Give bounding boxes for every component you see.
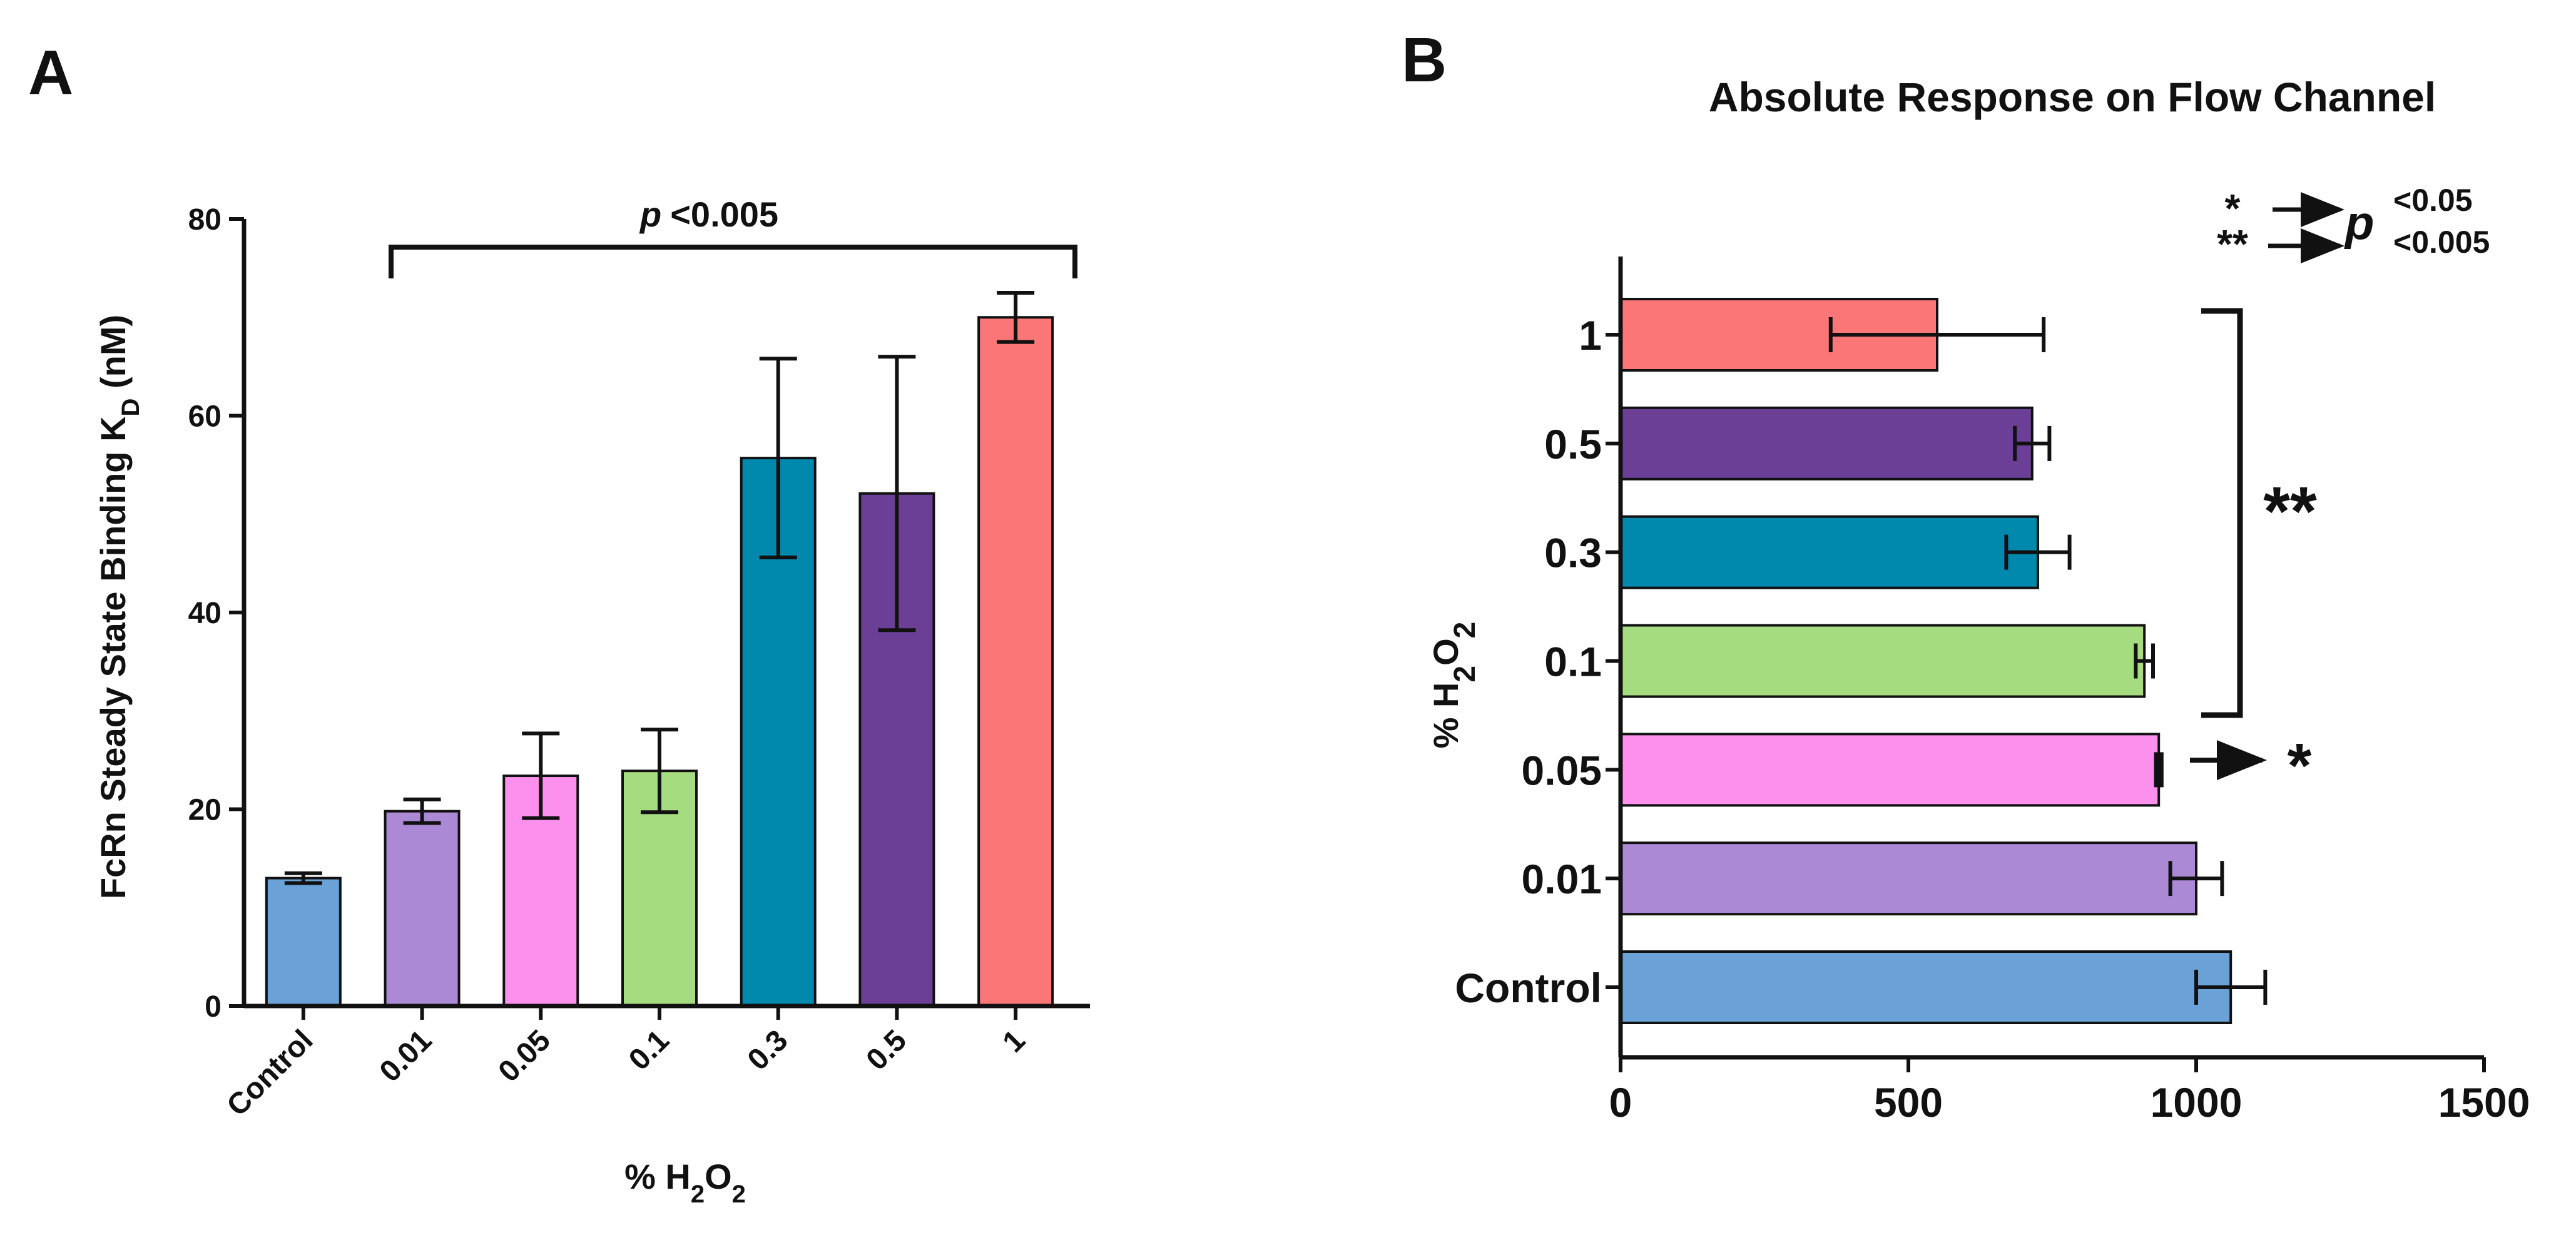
panel-b-significance-legend: * ** p <0.05 <0.005 [2217,183,2490,267]
panel-a-p-value: p <0.005 [639,195,778,234]
legend-p-symbol: p [2344,196,2374,250]
panel-a-bar-0.01 [384,810,461,1008]
panel-b-error-0.05 [2154,752,2164,788]
panel-a: A FcRn Steady State Binding KD (nM) % H2… [28,38,1090,1208]
panel-b-x-tick-label: 1000 [2151,1079,2243,1126]
panel-b: B Absolute Response on Flow Channel % H2… [1402,25,2530,1126]
panel-a-error-Control [284,871,322,885]
panel-b-x-tick-label: 500 [1874,1079,1943,1126]
panel-a-bars [265,316,1054,1008]
panel-a-y-tick-label: 0 [205,990,221,1024]
panel-a-x-tick-label: 0.01 [374,1024,439,1089]
panel-b-x-tick-label: 1500 [2438,1079,2530,1126]
panel-b-bars [1619,298,2232,1024]
panel-b-y-axis-title: % H2O2 [1426,622,1482,749]
panel-a-x-tick-label: 0.5 [860,1024,914,1077]
panel-a-significance-bracket: p <0.005 [389,195,1077,278]
panel-b-category-label: 1 [1579,312,1602,358]
legend-p-005: <0.05 [2393,183,2473,218]
panel-a-error-bars [284,290,1035,885]
panel-b-title: Absolute Response on Flow Channel [1709,74,2436,120]
panel-b-bar-0.3 [1619,515,2039,589]
panel-b-error-0.1 [2134,643,2155,679]
panel-b-error-0.01 [2168,861,2224,897]
panel-b-bar-Control [1619,950,2232,1024]
panel-a-bar-0.5 [858,492,935,1007]
panel-a-error-0.1 [641,728,678,815]
panel-a-x-tick-label: 0.1 [623,1024,676,1077]
panel-a-x-tick-label: 1 [997,1024,1032,1059]
panel-b-axes [1606,257,2486,1072]
panel-b-error-bars [1828,317,2268,1005]
panel-b-error-1 [1828,317,2046,352]
panel-a-bar-1 [977,316,1054,1007]
panel-b-category-label: 0.5 [1544,421,1602,467]
panel-b-error-Control [2194,970,2268,1005]
panel-a-error-0.01 [403,797,441,825]
panel-b-tick-labels: 1 0.5 0.3 0.1 0.05 0.01 Control 0 500 1000 1500 [1455,312,2530,1126]
panel-a-error-0.5 [878,355,916,633]
panel-b-category-label: 0.01 [1522,856,1602,902]
panel-a-x-tick-label: 0.3 [741,1024,795,1077]
panel-b-double-star: ** [2263,473,2317,550]
panel-b-category-label: 0.3 [1544,530,1602,576]
panel-b-x-tick-label: 0 [1609,1079,1632,1126]
panel-b-single-star: * [2288,731,2312,801]
panel-a-letter: A [28,38,73,108]
panel-b-bar-0.5 [1619,406,2034,480]
panel-a-x-tick-label: Control [221,1024,320,1122]
legend-single-star: * [2225,186,2241,231]
panel-b-error-0.3 [2004,534,2072,570]
panel-b-category-label: 0.05 [1522,747,1602,793]
panel-a-error-0.05 [522,731,560,820]
panel-a-error-0.3 [759,357,797,559]
panel-b-single-significance: * [2190,731,2312,801]
panel-b-category-label: 0.1 [1544,639,1602,685]
panel-a-y-tick-label: 60 [188,400,221,434]
panel-a-error-1 [997,290,1035,344]
panel-b-bar-0.05 [1619,733,2161,807]
panel-b-error-0.5 [2013,425,2052,461]
legend-p-0005: <0.005 [2393,225,2490,260]
panel-a-y-tick-label: 80 [188,203,221,236]
panel-a-axes [229,217,1090,1020]
panel-b-bar-0.1 [1619,624,2146,698]
panel-a-y-axis-title: FcRn Steady State Binding KD (nM) [93,315,145,899]
panel-b-bar-0.01 [1619,841,2197,916]
panel-a-x-axis-title: % H2O2 [624,1157,746,1208]
panel-a-y-tick-label: 20 [188,794,221,827]
panel-a-bar-Control [265,877,342,1007]
legend-double-star: ** [2217,221,2248,267]
panel-b-significance-bracket: ** [2201,308,2317,718]
panel-b-letter: B [1402,25,1447,95]
panel-a-x-tick-label: 0.05 [492,1024,557,1089]
panel-a-y-tick-label: 40 [188,597,221,630]
panel-b-category-label: Control [1455,965,1602,1011]
